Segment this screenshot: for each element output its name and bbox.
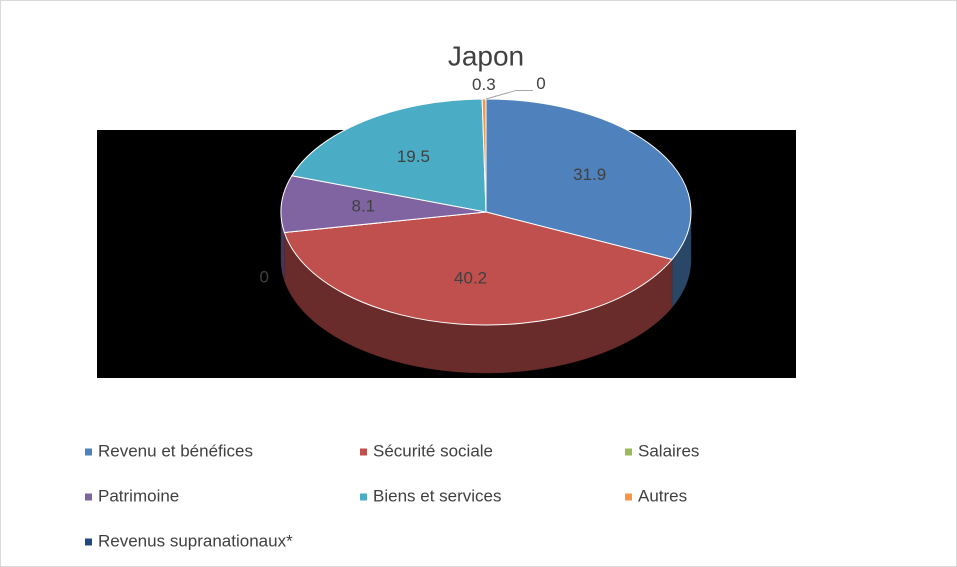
- data-label: 8.1: [352, 197, 376, 216]
- data-label: 40.2: [454, 269, 487, 288]
- legend-label: Biens et services: [373, 486, 502, 505]
- legend-label: Sécurité sociale: [373, 441, 493, 460]
- data-label: 19.5: [397, 147, 430, 166]
- leader-line: [485, 89, 533, 100]
- data-label: 31.9: [573, 165, 606, 184]
- data-label: 0: [536, 74, 545, 93]
- slice: [280, 175, 487, 234]
- legend-label: Autres: [638, 486, 687, 505]
- legend-swatch: [85, 493, 92, 501]
- legend-swatch: [625, 493, 632, 501]
- legend-label: Patrimoine: [98, 486, 179, 505]
- legend-label: Revenu et bénéfices: [98, 441, 253, 460]
- slice: [485, 98, 692, 261]
- legend-label: Salaires: [638, 441, 699, 460]
- legend-swatch: [85, 448, 92, 456]
- legend-swatch: [625, 448, 632, 456]
- legend-swatch: [360, 493, 367, 501]
- slice: [291, 98, 487, 213]
- data-label: 0: [259, 268, 268, 287]
- legend-swatch: [360, 448, 367, 456]
- legend-label: Revenus supranationaux*: [98, 531, 293, 550]
- legend-swatch: [85, 538, 92, 546]
- data-label: 0.3: [472, 75, 496, 94]
- chart-title: Japon: [448, 40, 524, 71]
- slice: [283, 211, 673, 326]
